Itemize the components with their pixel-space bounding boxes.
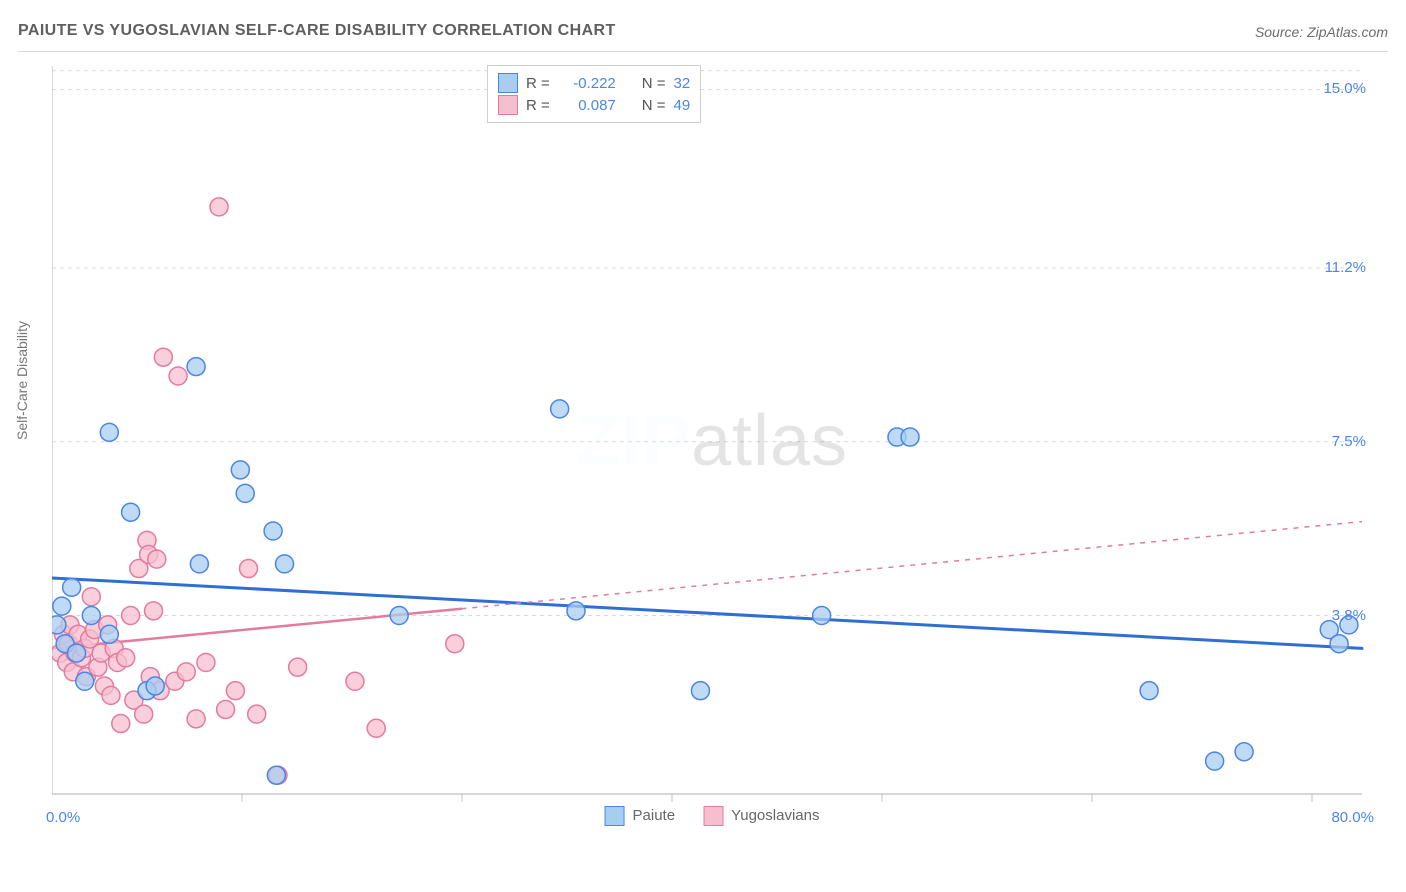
- legend-item: Yugoslavians: [703, 806, 819, 826]
- legend-n-label: N =: [642, 97, 666, 114]
- scatter-chart: [52, 62, 1372, 830]
- series-legend: Paiute Yugoslavians: [605, 806, 820, 826]
- page-title: PAIUTE VS YUGOSLAVIAN SELF-CARE DISABILI…: [18, 22, 616, 40]
- chart-plot-area: ZIPatlas R =-0.222N =32R =0.087N =49 Pai…: [52, 62, 1372, 830]
- legend-n-value: 49: [674, 97, 691, 114]
- source-label: Source: ZipAtlas.com: [1255, 24, 1388, 40]
- x-axis-max: 80.0%: [1331, 809, 1374, 826]
- y-axis-label: Self-Care Disability: [14, 321, 30, 440]
- y-tick-label: 3.8%: [1332, 607, 1366, 624]
- y-tick-label: 11.2%: [1325, 259, 1366, 276]
- legend-r-value: 0.087: [558, 97, 616, 114]
- x-axis-min: 0.0%: [46, 809, 80, 826]
- correlation-legend: R = -0.222 N = 32 R = 0.087 N = 49: [487, 65, 701, 123]
- legend-r-label: R =: [526, 97, 550, 114]
- legend-row: R = -0.222 N = 32: [498, 73, 690, 93]
- legend-swatch: [498, 73, 518, 93]
- y-tick-label: 7.5%: [1332, 433, 1366, 450]
- legend-swatch: [498, 95, 518, 115]
- legend-item: Paiute: [605, 806, 676, 826]
- legend-n-label: N =: [642, 75, 666, 92]
- legend-swatch: [605, 806, 625, 826]
- legend-label: Yugoslavians: [731, 807, 819, 824]
- legend-label: Paiute: [633, 807, 676, 824]
- legend-row: R = 0.087 N = 49: [498, 95, 690, 115]
- y-tick-label: 15.0%: [1323, 80, 1366, 97]
- legend-r-label: R =: [526, 75, 550, 92]
- legend-swatch: [703, 806, 723, 826]
- legend-n-value: 32: [674, 75, 691, 92]
- legend-r-value: -0.222: [558, 75, 616, 92]
